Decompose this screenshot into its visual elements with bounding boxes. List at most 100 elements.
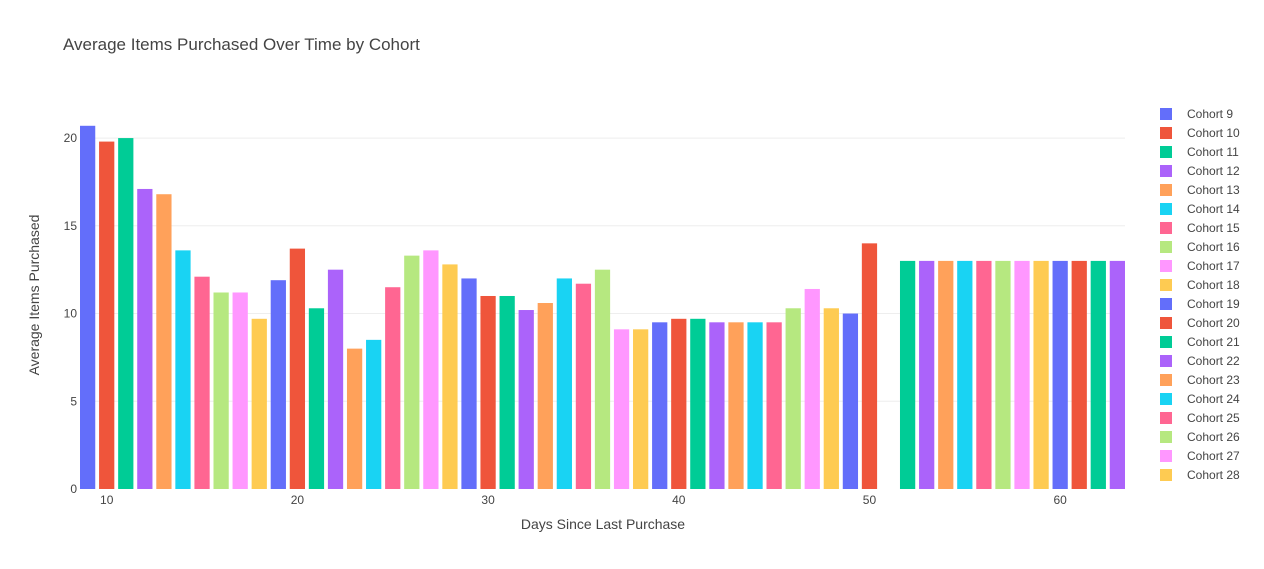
bars xyxy=(80,125,1125,490)
bar-x-49 xyxy=(842,313,859,489)
x-axis-ticks: 10 20 30 40 50 60 xyxy=(100,493,1067,507)
chart-title: Average Items Purchased Over Time by Coh… xyxy=(63,35,420,54)
bar-x-9 xyxy=(80,125,96,490)
bar-x-60 xyxy=(1052,260,1068,489)
legend-item[interactable]: Cohort 19 xyxy=(1160,297,1240,311)
legend-swatch xyxy=(1160,108,1172,120)
bar-x-61 xyxy=(1071,260,1087,489)
legend-swatch xyxy=(1160,450,1172,462)
legend-item[interactable]: Cohort 18 xyxy=(1160,278,1240,292)
bar-x-58 xyxy=(1014,260,1030,489)
legend-label: Cohort 14 xyxy=(1187,202,1240,216)
legend-label: Cohort 10 xyxy=(1187,126,1240,140)
bar-x-32 xyxy=(518,310,534,489)
x-axis-title: Days Since Last Purchase xyxy=(521,516,685,532)
bar-x-13 xyxy=(156,194,172,489)
legend-swatch xyxy=(1160,412,1172,424)
legend-label: Cohort 19 xyxy=(1187,297,1240,311)
legend-label: Cohort 23 xyxy=(1187,373,1240,387)
y-tick-label: 5 xyxy=(70,394,77,408)
legend-label: Cohort 22 xyxy=(1187,354,1240,368)
legend-item[interactable]: Cohort 13 xyxy=(1160,183,1240,197)
bar-x-43 xyxy=(728,322,744,489)
bar-x-50 xyxy=(861,243,878,489)
legend[interactable]: Cohort 9 Cohort 10 Cohort 11 Cohort 12 Cohor… xyxy=(1160,107,1240,482)
legend-item[interactable]: Cohort 27 xyxy=(1160,449,1240,463)
bar-x-17 xyxy=(232,292,248,489)
legend-label: Cohort 26 xyxy=(1187,430,1240,444)
y-tick-label: 20 xyxy=(64,131,78,145)
legend-item[interactable]: Cohort 11 xyxy=(1160,145,1239,159)
legend-label: Cohort 25 xyxy=(1187,411,1240,425)
legend-item[interactable]: Cohort 25 xyxy=(1160,411,1240,425)
bar-x-29 xyxy=(461,278,477,489)
legend-swatch xyxy=(1160,469,1172,481)
legend-label: Cohort 13 xyxy=(1187,183,1240,197)
bar-x-53 xyxy=(919,260,935,489)
legend-label: Cohort 28 xyxy=(1187,468,1240,482)
legend-item[interactable]: Cohort 26 xyxy=(1160,430,1240,444)
legend-label: Cohort 17 xyxy=(1187,259,1240,273)
bar-x-12 xyxy=(137,188,153,490)
legend-label: Cohort 27 xyxy=(1187,449,1240,463)
bar-x-28 xyxy=(442,264,458,489)
legend-label: Cohort 20 xyxy=(1187,316,1240,330)
legend-item[interactable]: Cohort 16 xyxy=(1160,240,1240,254)
legend-item[interactable]: Cohort 14 xyxy=(1160,202,1240,216)
legend-swatch xyxy=(1160,222,1172,234)
legend-item[interactable]: Cohort 22 xyxy=(1160,354,1240,368)
bar-x-48 xyxy=(823,308,839,489)
bar-x-54 xyxy=(938,260,954,489)
bar-x-46 xyxy=(785,308,801,489)
legend-label: Cohort 21 xyxy=(1187,335,1240,349)
bar-x-21 xyxy=(308,308,325,489)
bar-x-56 xyxy=(976,260,992,489)
bar-x-10 xyxy=(99,141,115,490)
legend-swatch xyxy=(1160,165,1172,177)
x-tick-label: 60 xyxy=(1053,493,1067,507)
legend-swatch xyxy=(1160,146,1172,158)
legend-swatch xyxy=(1160,298,1172,310)
legend-swatch xyxy=(1160,336,1172,348)
legend-label: Cohort 15 xyxy=(1187,221,1240,235)
bar-x-19 xyxy=(270,280,286,489)
bar-x-30 xyxy=(480,295,496,489)
legend-item[interactable]: Cohort 12 xyxy=(1160,164,1240,178)
bar-x-15 xyxy=(194,276,210,489)
bar-x-44 xyxy=(747,322,763,489)
bar-x-33 xyxy=(537,303,553,489)
legend-swatch xyxy=(1160,355,1172,367)
bar-x-63 xyxy=(1109,260,1125,489)
bar-x-41 xyxy=(690,318,706,489)
legend-label: Cohort 16 xyxy=(1187,240,1240,254)
bar-x-36 xyxy=(594,269,611,489)
bar-x-39 xyxy=(652,322,668,489)
legend-label: Cohort 18 xyxy=(1187,278,1240,292)
bar-x-23 xyxy=(346,348,363,489)
legend-swatch xyxy=(1160,127,1172,139)
bar-x-59 xyxy=(1033,260,1049,489)
bar-x-31 xyxy=(499,295,515,489)
x-tick-label: 40 xyxy=(672,493,686,507)
legend-item[interactable]: Cohort 17 xyxy=(1160,259,1240,273)
bar-x-35 xyxy=(575,283,592,489)
legend-item[interactable]: Cohort 23 xyxy=(1160,373,1240,387)
x-tick-label: 10 xyxy=(100,493,114,507)
legend-item[interactable]: Cohort 9 xyxy=(1160,107,1233,121)
legend-item[interactable]: Cohort 28 xyxy=(1160,468,1240,482)
bar-x-25 xyxy=(385,287,401,489)
legend-item[interactable]: Cohort 10 xyxy=(1160,126,1240,140)
legend-label: Cohort 24 xyxy=(1187,392,1240,406)
legend-item[interactable]: Cohort 20 xyxy=(1160,316,1240,330)
legend-label: Cohort 12 xyxy=(1187,164,1240,178)
legend-item[interactable]: Cohort 21 xyxy=(1160,335,1240,349)
legend-item[interactable]: Cohort 24 xyxy=(1160,392,1240,406)
legend-label: Cohort 9 xyxy=(1187,107,1233,121)
legend-swatch xyxy=(1160,374,1172,386)
bar-x-34 xyxy=(556,278,572,489)
legend-swatch xyxy=(1160,393,1172,405)
legend-swatch xyxy=(1160,260,1172,272)
bar-x-27 xyxy=(423,250,439,489)
legend-item[interactable]: Cohort 15 xyxy=(1160,221,1240,235)
